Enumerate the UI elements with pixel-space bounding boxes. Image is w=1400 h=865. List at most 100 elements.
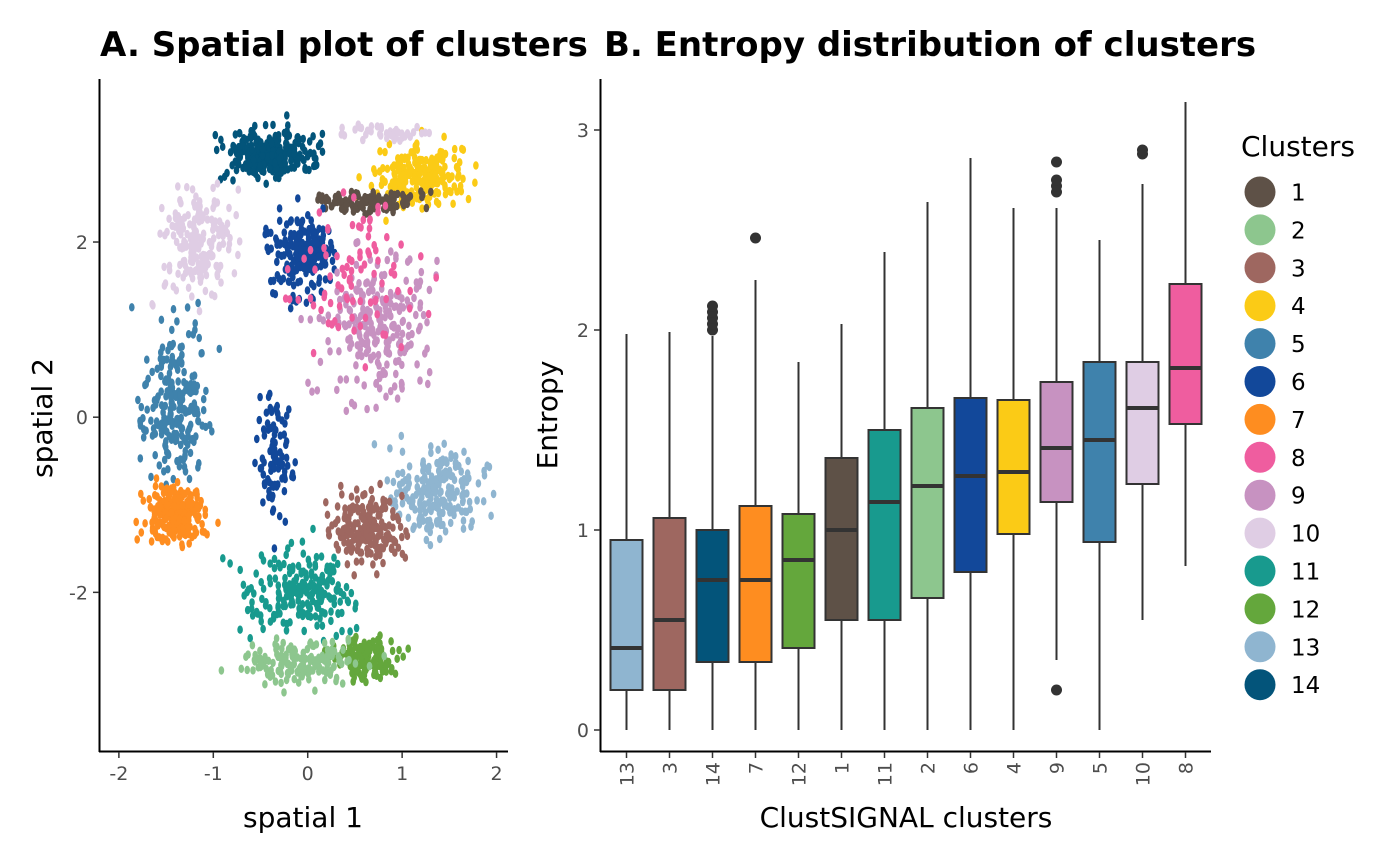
spatial-point xyxy=(175,182,181,191)
spatial-point xyxy=(363,194,370,203)
spatial-point xyxy=(192,319,198,328)
spatial-point xyxy=(138,489,144,499)
spatial-point xyxy=(236,237,243,246)
spatial-point xyxy=(405,473,412,482)
spatial-point xyxy=(178,230,184,239)
spatial-point xyxy=(395,543,402,552)
spatial-point xyxy=(265,656,272,665)
spatial-point xyxy=(289,472,295,481)
spatial-point xyxy=(162,401,169,411)
spatial-point xyxy=(364,305,371,315)
spatial-point xyxy=(149,518,155,527)
spatial-point xyxy=(294,253,301,263)
legend-swatch xyxy=(1244,517,1276,549)
spatial-point xyxy=(343,200,350,210)
spatial-point xyxy=(332,519,339,528)
legend-swatch xyxy=(1244,555,1276,587)
spatial-point xyxy=(161,455,168,465)
spatial-point xyxy=(268,244,275,253)
spatial-point xyxy=(284,461,291,470)
spatial-point xyxy=(278,678,284,688)
spatial-point xyxy=(154,492,160,501)
spatial-point xyxy=(219,142,226,151)
spatial-point xyxy=(322,275,329,284)
spatial-point xyxy=(380,369,386,379)
panel-a-title: A. Spatial plot of clusters xyxy=(100,25,588,65)
spatial-point xyxy=(318,586,325,596)
y-tick-label: 2 xyxy=(76,232,88,254)
spatial-point xyxy=(289,565,296,575)
spatial-point xyxy=(334,268,340,277)
spatial-point xyxy=(397,336,404,346)
spatial-point xyxy=(430,174,436,183)
spatial-point xyxy=(318,552,325,561)
spatial-point xyxy=(365,232,372,241)
spatial-point xyxy=(255,173,261,183)
spatial-point xyxy=(336,347,342,356)
spatial-point xyxy=(377,147,383,156)
spatial-point xyxy=(322,675,328,685)
spatial-point xyxy=(271,564,278,573)
spatial-point xyxy=(360,215,367,225)
spatial-point xyxy=(394,654,401,663)
spatial-point xyxy=(272,574,279,583)
spatial-point xyxy=(295,194,301,203)
panel-b-boxplot: B. Entropy distribution of clusters 13 3 1… xyxy=(531,25,1256,834)
y-tick-label: 2 xyxy=(577,320,589,342)
spatial-point xyxy=(384,233,390,242)
spatial-point xyxy=(384,476,391,485)
spatial-point xyxy=(378,180,385,190)
spatial-point xyxy=(313,552,320,562)
outlier-point xyxy=(750,232,761,244)
spatial-point xyxy=(293,573,300,582)
spatial-point xyxy=(232,130,239,139)
spatial-point xyxy=(422,508,429,517)
spatial-point xyxy=(372,339,379,348)
spatial-point xyxy=(341,320,348,329)
spatial-point xyxy=(191,380,198,389)
spatial-point xyxy=(413,183,420,192)
spatial-point xyxy=(270,491,276,500)
spatial-point xyxy=(411,293,417,303)
spatial-point xyxy=(323,251,329,260)
spatial-point xyxy=(362,490,368,499)
spatial-point xyxy=(235,250,241,260)
spatial-point xyxy=(413,310,419,320)
spatial-point xyxy=(270,289,276,298)
spatial-point xyxy=(254,609,261,618)
spatial-point xyxy=(152,482,159,491)
spatial-point xyxy=(364,549,371,558)
box-iqr xyxy=(695,529,730,663)
spatial-point xyxy=(266,486,272,496)
spatial-point xyxy=(461,490,467,499)
legend-item-6: 6 xyxy=(1244,366,1306,397)
spatial-point xyxy=(176,532,183,541)
spatial-point xyxy=(181,462,188,472)
cluster-7-points xyxy=(133,474,221,552)
spatial-point xyxy=(400,303,407,312)
spatial-point xyxy=(391,190,398,199)
spatial-point xyxy=(376,543,382,553)
spatial-point xyxy=(409,198,416,207)
spatial-point xyxy=(358,337,365,346)
spatial-point xyxy=(312,560,318,570)
spatial-point xyxy=(438,487,444,496)
spatial-point xyxy=(367,216,373,225)
spatial-point xyxy=(189,372,196,381)
box-iqr xyxy=(953,397,988,573)
spatial-point xyxy=(383,392,389,401)
spatial-point xyxy=(440,496,447,505)
spatial-point xyxy=(193,192,199,201)
spatial-point xyxy=(256,415,263,425)
box-cluster-9 xyxy=(1039,156,1074,696)
spatial-point xyxy=(288,156,294,165)
spatial-point xyxy=(304,609,311,619)
spatial-point xyxy=(198,496,204,506)
spatial-point xyxy=(417,299,424,308)
spatial-point xyxy=(181,367,187,377)
spatial-point xyxy=(169,325,175,335)
spatial-point xyxy=(361,381,368,390)
spatial-point xyxy=(331,567,337,576)
cluster-10-points xyxy=(338,120,433,145)
